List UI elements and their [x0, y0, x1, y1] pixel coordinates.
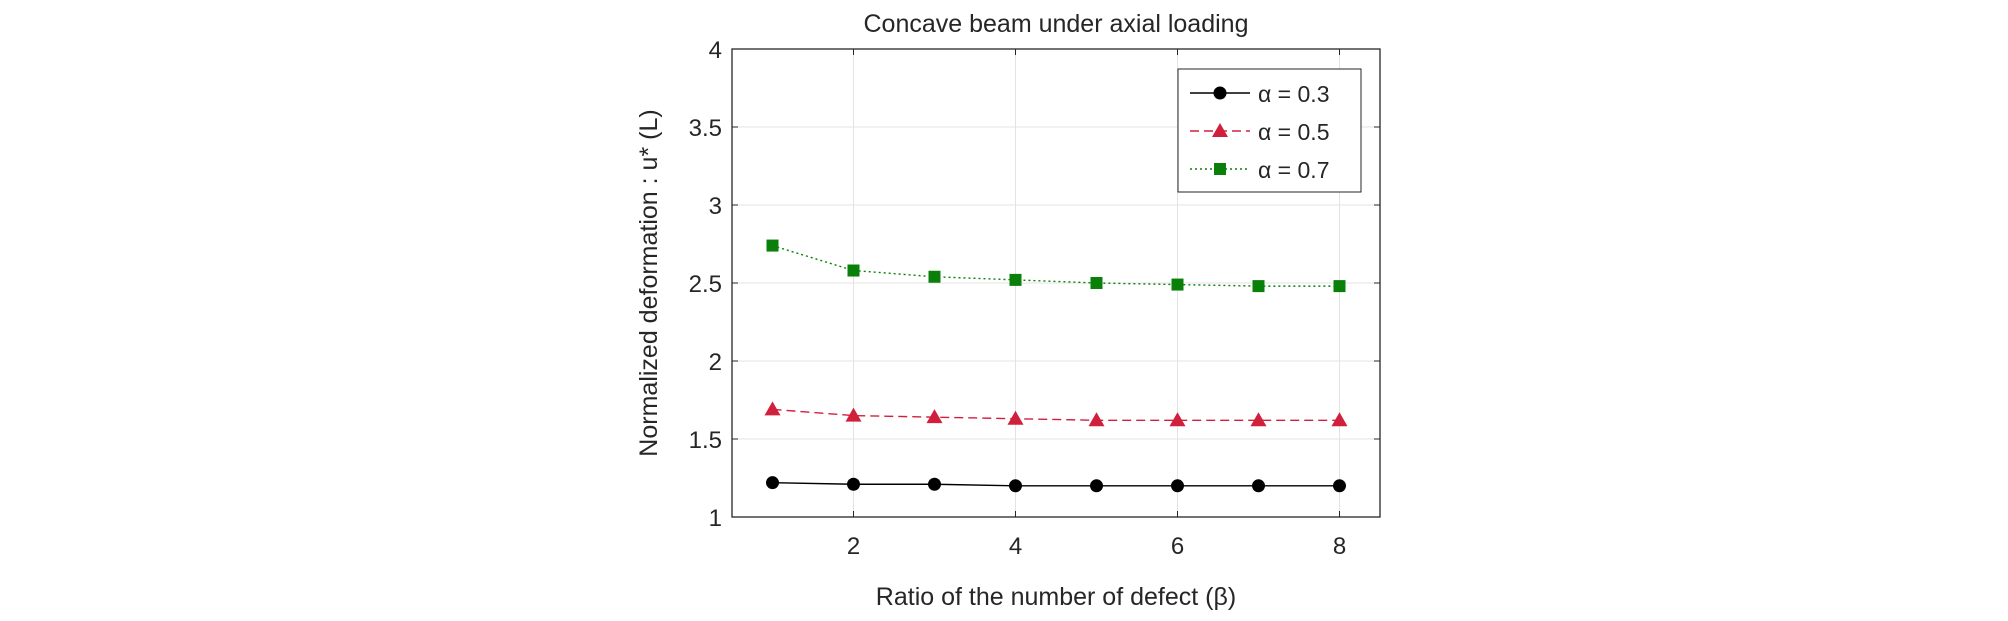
series-1-point: [1252, 479, 1265, 493]
legend-entry-3: α = 0.7: [1258, 157, 1329, 183]
series-2-point: [926, 409, 943, 424]
series-2-point: [1007, 410, 1024, 425]
series-2-point: [845, 407, 862, 422]
series-2-point: [764, 401, 781, 416]
series-3-point: [928, 270, 941, 283]
series-2-point: [1331, 412, 1348, 427]
x-tick-label: 6: [1171, 533, 1184, 560]
series-1-line: [772, 481, 1340, 487]
y-tick-label: 2: [709, 349, 722, 376]
series-2-point: [1088, 412, 1105, 427]
y-tick-label: 1: [709, 505, 722, 532]
series-1-point: [928, 477, 941, 491]
series-3-point: [847, 264, 860, 277]
legend: α = 0.3 α = 0.5 α = 0.7: [1177, 68, 1362, 193]
series-2-line: [772, 408, 1340, 421]
y-tick-label: 2.5: [689, 271, 722, 298]
y-tick-label: 4: [709, 37, 722, 64]
series-1-point: [847, 477, 860, 491]
legend-entry-1: α = 0.3: [1258, 81, 1329, 107]
x-axis-label: Ratio of the number of defect (β): [876, 583, 1236, 611]
y-tick-label: 1.5: [689, 427, 722, 454]
series-group: [764, 239, 1348, 493]
series-1-point: [1009, 479, 1022, 493]
series-2-point: [1250, 412, 1267, 427]
legend-marker-1: [1213, 86, 1227, 100]
series-3-point: [1090, 277, 1103, 289]
y-tick-label: 3.5: [689, 115, 722, 142]
chart-title: Concave beam under axial loading: [864, 10, 1249, 38]
series-3-line: [772, 244, 1340, 287]
y-axis-label: Normalized deformation : u* (L): [635, 109, 663, 456]
x-tick-label: 4: [1009, 533, 1022, 560]
legend-marker-3: [1214, 163, 1226, 175]
x-tick-label: 2: [847, 533, 860, 560]
series-1-point: [1090, 479, 1103, 493]
series-3-point: [1171, 278, 1184, 291]
y-tick-label: 3: [709, 193, 722, 220]
series-1-point: [766, 476, 779, 490]
legend-entry-2: α = 0.5: [1258, 119, 1329, 145]
x-tick-label: 8: [1333, 533, 1346, 560]
series-3-point: [1333, 280, 1346, 293]
legend-marker-2: [1212, 123, 1228, 137]
series-1-point: [1333, 479, 1346, 493]
series-3-point: [1009, 273, 1022, 286]
series-3-point: [1252, 280, 1265, 293]
series-2-point: [1169, 412, 1186, 427]
series-1-point: [1171, 479, 1184, 493]
series-3-point: [766, 239, 779, 252]
axis-ticks: 2 4 6 8 1 1.5 2 2.5 3 3.5 4: [689, 37, 1380, 560]
